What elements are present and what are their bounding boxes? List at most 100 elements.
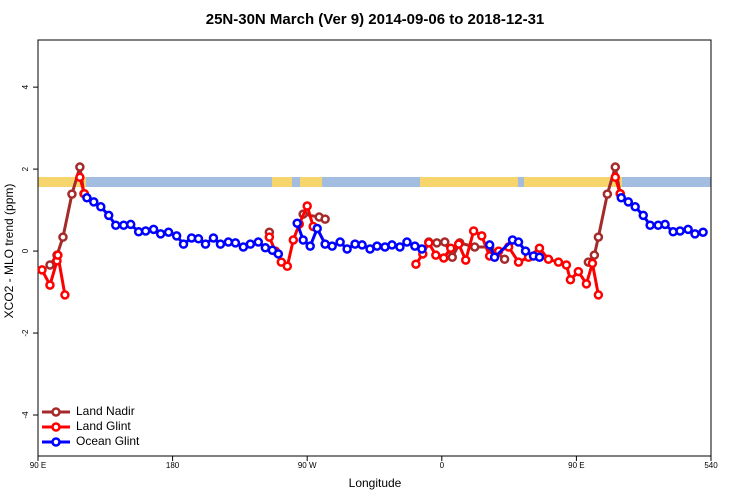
point: [630, 202, 640, 212]
x-tick-label: 180: [166, 461, 180, 470]
point: [593, 232, 604, 242]
legend-marker: [51, 437, 61, 447]
point: [513, 257, 524, 267]
point: [489, 252, 500, 262]
point: [432, 238, 442, 248]
point: [75, 162, 85, 172]
point: [402, 237, 412, 247]
point: [683, 224, 693, 235]
point: [163, 227, 174, 237]
point: [171, 231, 182, 241]
point: [593, 290, 604, 300]
point: [387, 240, 397, 250]
point: [67, 189, 77, 199]
point: [513, 237, 524, 247]
point: [638, 210, 649, 221]
x-tick-label: 90 E: [30, 461, 46, 470]
point: [292, 218, 302, 228]
y-tick-label: 4: [21, 84, 30, 89]
point: [193, 234, 204, 244]
point: [602, 189, 613, 199]
point: [37, 265, 47, 275]
point: [447, 252, 458, 262]
y-tick-label: 0: [21, 248, 30, 253]
x-tick-label: 90 W: [298, 461, 317, 470]
point: [561, 260, 572, 270]
point: [417, 244, 427, 254]
point: [587, 258, 598, 269]
point: [215, 239, 226, 249]
point: [534, 252, 545, 262]
point: [431, 250, 441, 260]
point: [690, 229, 700, 239]
point: [534, 243, 545, 253]
point: [468, 226, 479, 236]
point: [89, 197, 99, 207]
point: [208, 233, 219, 243]
point: [125, 219, 136, 230]
point: [520, 246, 531, 256]
x-axis-label: Longitude: [349, 476, 402, 490]
point: [75, 172, 85, 183]
x-tick-label: 0: [440, 461, 445, 470]
x-tick-label: 90 E: [568, 461, 584, 470]
point: [200, 239, 211, 249]
point: [395, 242, 405, 252]
point: [253, 237, 264, 247]
land-ocean-strip: [38, 177, 711, 187]
point: [273, 249, 284, 259]
y-tick-label: 2: [21, 166, 30, 171]
point: [96, 202, 106, 212]
point: [616, 193, 627, 203]
point: [327, 241, 337, 251]
point: [148, 224, 159, 235]
point: [288, 235, 299, 245]
point: [230, 238, 241, 248]
point: [484, 240, 495, 250]
point: [111, 220, 121, 231]
point: [698, 227, 708, 237]
point: [60, 290, 70, 300]
legend-marker: [51, 422, 61, 432]
x-tick-label: 540: [704, 461, 718, 470]
point: [589, 250, 600, 260]
point: [499, 254, 510, 265]
point: [372, 241, 382, 251]
point: [82, 193, 92, 203]
point: [438, 253, 449, 263]
y-tick-label: -4: [21, 411, 30, 419]
point: [312, 223, 322, 234]
point: [298, 235, 308, 245]
point: [335, 237, 345, 247]
point: [446, 243, 456, 253]
point: [411, 259, 421, 269]
point: [476, 231, 487, 241]
point: [543, 254, 554, 265]
point: [565, 275, 576, 285]
point: [282, 261, 293, 271]
point: [342, 244, 352, 254]
point: [610, 172, 621, 183]
point: [45, 280, 55, 290]
chart-title: 25N-30N March (Ver 9) 2014-09-06 to 2018…: [206, 11, 545, 28]
y-axis-label: XCO2 - MLO trend (ppm): [2, 184, 16, 319]
point: [573, 266, 584, 277]
point: [58, 232, 68, 242]
point: [276, 257, 287, 267]
point: [645, 220, 655, 231]
point: [623, 197, 634, 207]
point: [610, 162, 621, 172]
point: [469, 242, 480, 252]
point: [264, 232, 275, 242]
point: [453, 239, 464, 249]
point: [302, 201, 312, 211]
point: [45, 260, 55, 270]
point: [424, 238, 434, 248]
point: [581, 279, 592, 289]
point: [245, 239, 256, 249]
y-tick-label: -2: [21, 329, 30, 337]
point: [320, 214, 330, 224]
point: [178, 239, 189, 249]
point: [305, 241, 315, 251]
